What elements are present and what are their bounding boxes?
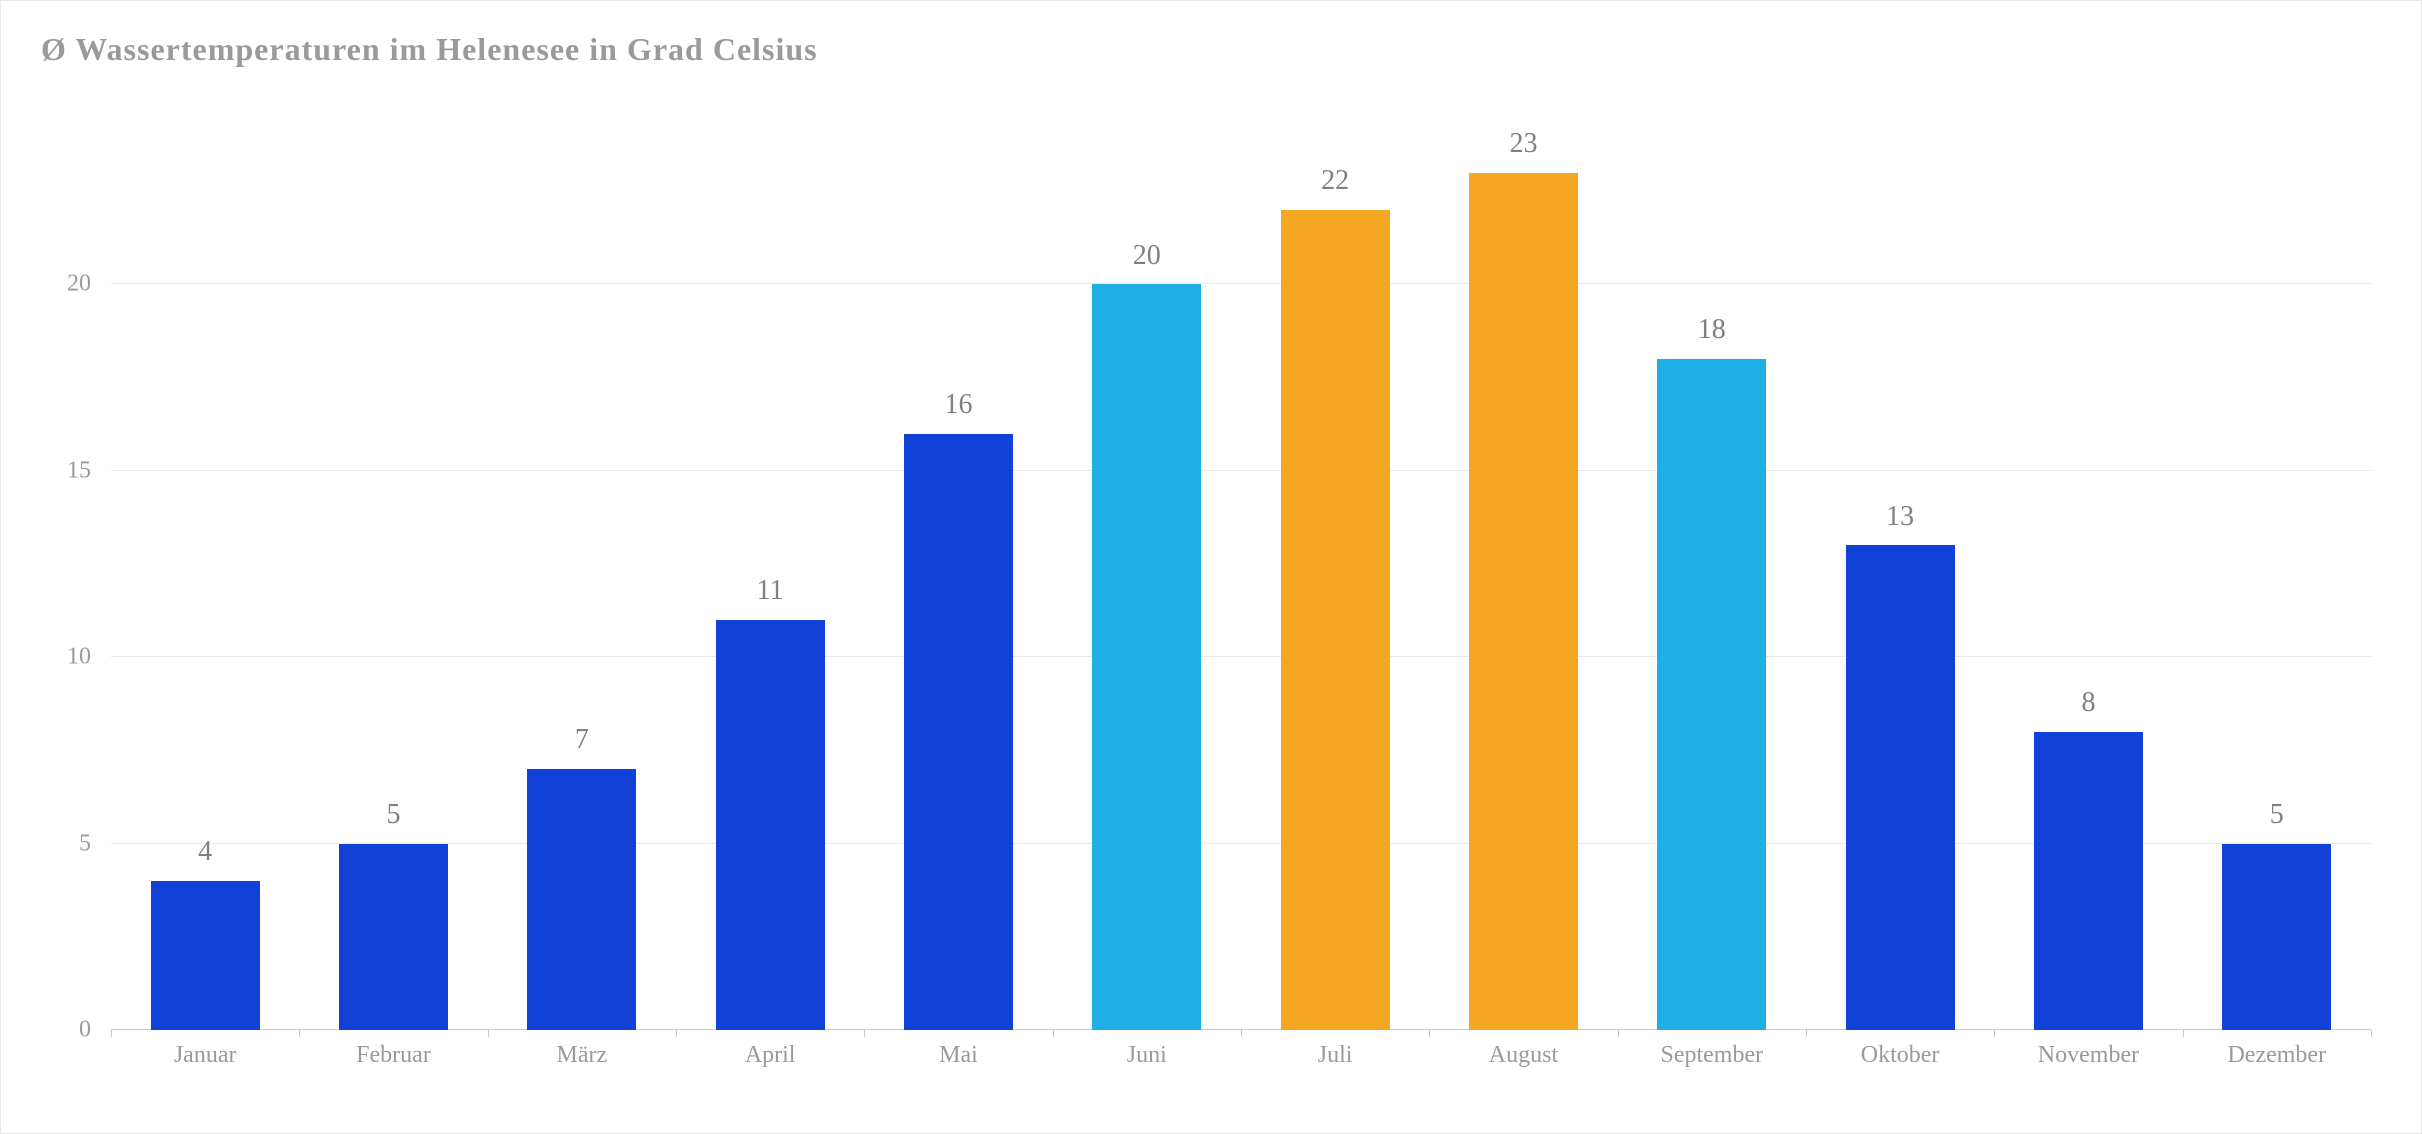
x-tick-label: Mai (864, 1030, 1052, 1070)
bar: 8 (2034, 732, 2143, 1030)
chart-title: Ø Wassertemperaturen im Helenesee in Gra… (41, 31, 2381, 68)
bar: 13 (1846, 545, 1955, 1030)
bar-value-label: 4 (198, 836, 212, 868)
bar-value-label: 13 (1886, 501, 1914, 533)
x-tickmark (2371, 1030, 2372, 1037)
x-tick-label: Dezember (2183, 1030, 2371, 1070)
bar-value-label: 7 (575, 724, 589, 756)
bar-slot: 23 (1429, 98, 1617, 1030)
bar: 23 (1469, 173, 1578, 1030)
bar-slot: 22 (1241, 98, 1429, 1030)
bar: 5 (339, 844, 448, 1030)
bar-slot: 5 (299, 98, 487, 1030)
y-tick-label: 0 (79, 1017, 91, 1044)
x-tick-label: April (676, 1030, 864, 1070)
bar-value-label: 5 (386, 799, 400, 831)
x-tick-label: Oktober (1806, 1030, 1994, 1070)
x-axis: JanuarFebruarMärzAprilMaiJuniJuliAugustS… (111, 1030, 2371, 1070)
bar-value-label: 16 (944, 389, 972, 421)
x-tick-label: September (1618, 1030, 1806, 1070)
bar: 5 (2222, 844, 2331, 1030)
bar: 18 (1657, 359, 1766, 1030)
chart-container: Ø Wassertemperaturen im Helenesee in Gra… (0, 0, 2422, 1134)
bar-slot: 8 (1994, 98, 2182, 1030)
bar-slot: 13 (1806, 98, 1994, 1030)
bar-slot: 4 (111, 98, 299, 1030)
bar: 11 (716, 620, 825, 1030)
bar: 20 (1092, 284, 1201, 1030)
x-tick-label: August (1429, 1030, 1617, 1070)
bar-value-label: 22 (1321, 165, 1349, 197)
bar-slot: 11 (676, 98, 864, 1030)
x-tick-label: Juni (1053, 1030, 1241, 1070)
bar-slot: 16 (864, 98, 1052, 1030)
bar-slot: 20 (1053, 98, 1241, 1030)
bar-value-label: 20 (1133, 240, 1161, 272)
y-tick-label: 15 (67, 457, 91, 484)
y-tick-label: 5 (79, 830, 91, 857)
x-tick-label: Februar (299, 1030, 487, 1070)
bar-value-label: 11 (757, 575, 784, 607)
y-axis: 05101520 (41, 98, 101, 1030)
y-tick-label: 20 (67, 271, 91, 298)
bar-value-label: 23 (1509, 128, 1537, 160)
y-tick-label: 10 (67, 644, 91, 671)
bar-slot: 18 (1618, 98, 1806, 1030)
bar: 22 (1281, 210, 1390, 1030)
plot-area: 05101520 4571116202223181385 JanuarFebru… (41, 98, 2381, 1070)
x-tick-label: Januar (111, 1030, 299, 1070)
bar: 7 (527, 769, 636, 1030)
x-tick-label: März (488, 1030, 676, 1070)
bar-slot: 5 (2183, 98, 2371, 1030)
bar: 4 (151, 881, 260, 1030)
bar-value-label: 8 (2081, 687, 2095, 719)
bars-group: 4571116202223181385 (111, 98, 2371, 1030)
x-tick-label: Juli (1241, 1030, 1429, 1070)
bar-slot: 7 (488, 98, 676, 1030)
bar: 16 (904, 434, 1013, 1030)
bar-value-label: 18 (1698, 314, 1726, 346)
x-tick-label: November (1994, 1030, 2182, 1070)
bar-value-label: 5 (2270, 799, 2284, 831)
